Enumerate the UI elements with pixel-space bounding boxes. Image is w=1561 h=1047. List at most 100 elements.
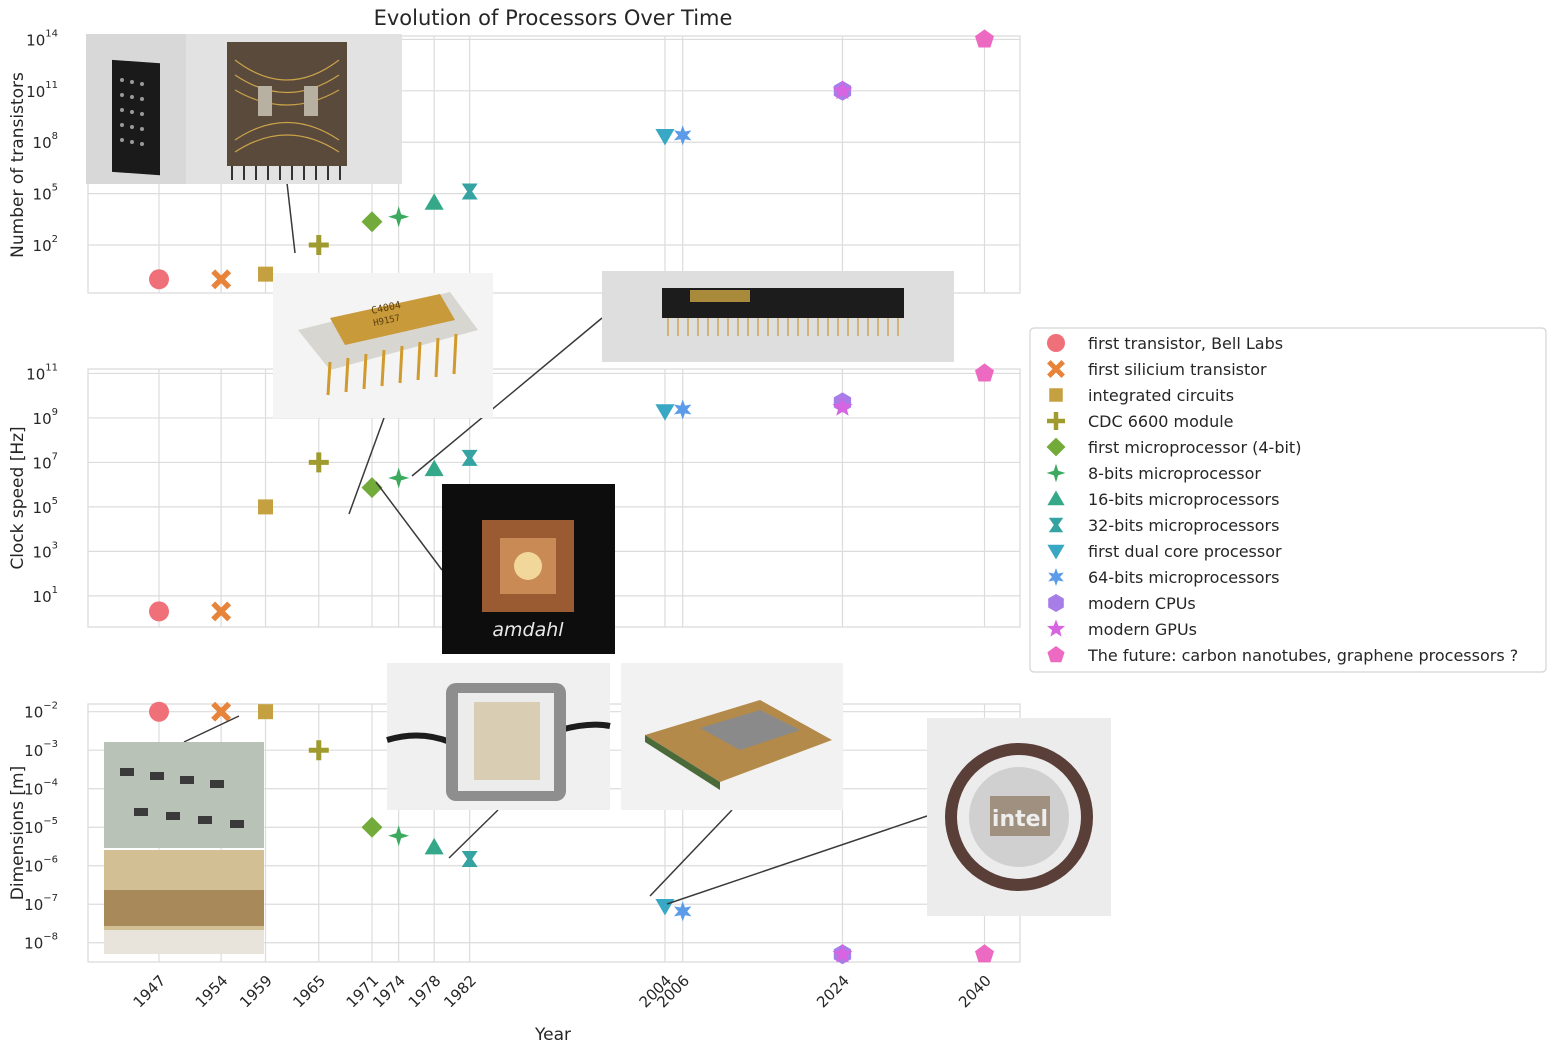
- cpu-32bit-photo: [602, 271, 954, 362]
- ic-board-photo: [104, 742, 264, 954]
- point-modern-gpus: [832, 943, 853, 963]
- y-tick-label: 10−3: [24, 739, 58, 760]
- legend-item-first-transistor-bell-labs: first transistor, Bell Labs: [1047, 334, 1283, 353]
- legend-label: modern GPUs: [1088, 620, 1197, 639]
- point-modern-gpus: [832, 80, 853, 100]
- legend-label: 8-bits microprocessor: [1088, 464, 1261, 483]
- photo-insets: C4004 H9157: [86, 34, 1111, 954]
- y-tick-exponent: −4: [43, 778, 58, 789]
- point-the-future-carbon-nanotubes-graphene-processors: [975, 29, 994, 48]
- legend-marker: [1048, 594, 1064, 612]
- y-tick-label: 10−7: [24, 893, 58, 914]
- point-16-bits-microprocessors: [424, 837, 444, 855]
- point-first-silicium-transistor: [211, 601, 232, 622]
- y-tick-exponent: 11: [45, 80, 58, 91]
- y-tick-exponent: 1: [52, 585, 58, 596]
- y-tick-label: 108: [33, 131, 58, 152]
- y-tick-label: 103: [33, 540, 58, 561]
- point-first-microprocessor-4-bit: [361, 816, 383, 838]
- point-integrated-circuits: [258, 499, 274, 515]
- legend-item-modern-gpus: modern GPUs: [1047, 619, 1197, 639]
- legend-item-cdc-6600-module: CDC 6600 module: [1047, 412, 1234, 431]
- x-tick-label: 2040: [955, 972, 995, 1012]
- legend-marker: [1048, 568, 1064, 586]
- y-tick-label: 102: [33, 234, 58, 255]
- point-first-microprocessor-4-bit: [361, 477, 383, 499]
- c4004-chip-photo: C4004 H9157: [273, 273, 493, 418]
- intel-logo-text: intel: [992, 807, 1048, 832]
- legend-label: integrated circuits: [1088, 386, 1234, 405]
- leader-line: [448, 809, 499, 859]
- legend-label: first dual core processor: [1088, 542, 1282, 561]
- point-first-silicium-transistor: [211, 269, 232, 290]
- y-tick-label: 1011: [26, 80, 58, 101]
- point-16-bits-microprocessors: [424, 459, 444, 477]
- legend-marker: [1048, 517, 1064, 533]
- point-16-bits-microprocessors: [424, 193, 444, 210]
- x-tick-label: 1978: [405, 972, 445, 1012]
- point-first-dual-core-processor: [655, 129, 675, 146]
- legend-marker: [1047, 544, 1065, 560]
- x-tick-label: 2024: [813, 972, 853, 1012]
- legend-label: 64-bits microprocessors: [1088, 568, 1279, 587]
- y-tick-exponent: 14: [45, 28, 58, 39]
- point-first-silicium-transistor: [211, 701, 232, 722]
- point-first-dual-core-processor: [655, 404, 675, 421]
- y-tick-exponent: −2: [43, 701, 58, 712]
- y-tick-exponent: 9: [52, 407, 58, 418]
- point-first-transistor-bell-labs: [149, 601, 170, 622]
- y-tick-exponent: 8: [52, 131, 58, 142]
- legend-label: The future: carbon nanotubes, graphene p…: [1087, 646, 1518, 665]
- legend-item-first-microprocessor-4-bit: first microprocessor (4-bit): [1046, 437, 1301, 457]
- point-8-bits-microprocessor: [388, 825, 410, 847]
- legend-label: 16-bits microprocessors: [1088, 490, 1279, 509]
- y-tick-label: 105: [33, 496, 58, 517]
- point-32-bits-microprocessors: [461, 850, 478, 867]
- legend-item-8-bits-microprocessor: 8-bits microprocessor: [1046, 463, 1261, 483]
- point-32-bits-microprocessors: [461, 183, 478, 200]
- point-32-bits-microprocessors: [461, 449, 478, 466]
- y-tick-label: 1014: [26, 28, 58, 49]
- y-tick-exponent: 5: [52, 496, 58, 507]
- legend-marker: [1047, 646, 1065, 663]
- point-cdc-6600-module: [308, 452, 329, 473]
- leader-line: [649, 809, 733, 897]
- y-tick-exponent: −7: [43, 893, 58, 904]
- y-axis-label: Dimensions [m]: [8, 766, 28, 900]
- leader-line: [375, 481, 443, 571]
- leader-lines: [183, 182, 928, 905]
- module-bits-photo: [386, 663, 611, 810]
- point-cdc-6600-module: [308, 235, 329, 256]
- y-tick-exponent: 3: [52, 540, 58, 551]
- y-tick-exponent: 11: [45, 362, 58, 373]
- leader-line: [411, 317, 603, 477]
- cdc-module-photo: [86, 34, 186, 184]
- leader-line: [666, 815, 928, 905]
- point-8-bits-microprocessor: [388, 206, 410, 228]
- y-tick-exponent: −6: [43, 855, 58, 866]
- point-the-future-carbon-nanotubes-graphene-processors: [975, 944, 994, 963]
- leader-line: [348, 417, 385, 515]
- point-integrated-circuits: [258, 704, 274, 720]
- x-tick-label: 1982: [440, 972, 480, 1012]
- point-the-future-carbon-nanotubes-graphene-processors: [975, 363, 994, 382]
- legend-marker: [1047, 334, 1065, 352]
- y-tick-label: 10−5: [24, 816, 58, 837]
- point-integrated-circuits: [258, 266, 274, 282]
- legend-marker: [1047, 490, 1065, 506]
- point-64-bits-microprocessors: [674, 125, 692, 146]
- point-8-bits-microprocessor: [388, 467, 410, 489]
- y-tick-exponent: −3: [43, 739, 58, 750]
- y-tick-label: 101: [33, 585, 58, 606]
- legend-label: first silicium transistor: [1088, 360, 1267, 379]
- cdc-board-photo: [186, 34, 402, 184]
- legend-marker: [1047, 619, 1065, 637]
- y-tick-label: 10−6: [24, 855, 58, 876]
- point-first-microprocessor-4-bit: [361, 211, 383, 233]
- y-tick-exponent: −8: [43, 932, 58, 943]
- x-axis-label: Year: [534, 1025, 571, 1045]
- legend-label: CDC 6600 module: [1088, 412, 1234, 431]
- y-tick-exponent: 7: [52, 451, 58, 462]
- point-cdc-6600-module: [308, 740, 329, 761]
